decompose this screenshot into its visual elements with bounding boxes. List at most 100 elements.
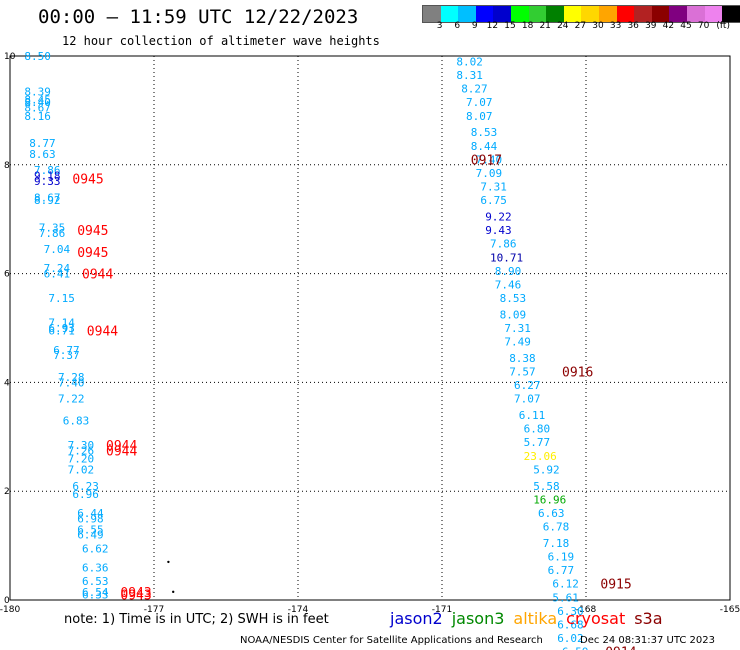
colorbar-swatch [598,6,617,22]
y-tick-label: 2 [4,487,10,497]
chart-subtitle: 12 hour collection of altimeter wave hei… [62,34,380,48]
colorbar-swatch [546,6,564,22]
wave-height-label: 7.31 [504,322,531,335]
satellite-legend-item: cryosat [566,609,626,628]
wave-height-label: 6.54 [82,586,109,599]
wave-height-label: 6.11 [519,409,546,422]
x-tick-label: -168 [576,605,597,615]
colorbar-label: 24 [557,21,569,31]
wave-height-label: 6.27 [514,379,541,392]
wave-height-label: 8.09 [500,308,526,321]
wave-height-label: 6.30 [557,605,584,618]
x-tick-label: -165 [720,605,740,615]
wave-height-label: 7.15 [48,292,75,305]
wave-height-label: 8.45 [24,94,51,107]
colorbar-label: 70 [697,21,710,31]
wave-height-label: 6.36 [82,561,109,574]
colorbar-label: 15 [504,21,516,31]
wave-height-label: 6.23 [72,480,99,493]
wave-height-label: 6.98 [77,512,104,525]
wave-height-label: 6.80 [524,423,551,436]
wave-height-label: 6.19 [548,550,575,563]
pass-time-label: 0945 [77,224,108,239]
wave-height-label: 7.26 [68,444,95,457]
colorbar [422,5,740,23]
wave-height-label: 8.07 [466,110,493,123]
data-point [172,590,175,594]
pass-time-label: 0917 [471,153,502,168]
wave-height-label: 7.31 [480,181,507,194]
satellite-legend-item: s3a [634,609,663,628]
wave-height-label: 8.40 [24,96,51,109]
wave-height-label: 23.06 [524,450,557,463]
colorbar-swatch [423,6,441,22]
wave-height-label: 6.93 [48,322,75,335]
wave-height-label: 6.02 [557,632,584,645]
wave-height-label: 7.22 [58,393,85,406]
x-tick-label: -180 [0,605,20,615]
wave-height-label: 7.35 [39,221,66,234]
wave-height-label: 8.02 [456,55,483,68]
y-tick-label: 10 [4,52,16,62]
wave-height-label: 5.77 [524,436,551,449]
wave-height-label: 8.16 [24,110,51,123]
wave-height-label: 7.46 [495,278,522,291]
wave-height-label: 7.86 [490,238,517,251]
wave-height-label: 8.27 [461,83,488,96]
wave-height-label: 6.55 [77,523,104,536]
wave-height-label: 8.67 [34,191,61,204]
colorbar-swatch [616,6,635,22]
colorbar-label: 45 [680,21,692,31]
wave-height-label: 6.59 [562,646,589,650]
wave-height-label: 7.40 [58,376,85,389]
wave-height-label: 10.71 [490,251,523,264]
colorbar-label: 18 [521,21,534,31]
wave-height-label: 7.28 [58,371,85,384]
colorbar-swatch [634,6,652,22]
wave-height-label: 7.40 [476,153,503,166]
pass-time-label: 0944 [82,268,113,283]
wave-height-label: 6.63 [538,507,565,520]
footer-timestamp: Dec 24 08:31:37 UTC 2023 [580,635,715,646]
wave-height-label: 6.68 [557,618,584,631]
wave-height-label: 16.96 [533,493,566,506]
satellite-legend-item: jason2 [390,609,443,628]
wave-height-label: 7.02 [68,463,95,476]
pass-time-label: 0916 [562,366,593,381]
wave-height-label: 6.41 [44,268,71,281]
colorbar-swatch [440,6,459,22]
wave-height-label: 6.75 [480,194,507,207]
wave-height-label: 8.53 [471,126,498,139]
colorbar-swatch [510,6,529,22]
satellite-legend-item: jason3 [451,609,505,628]
wave-height-label: 8.53 [500,292,526,305]
colorbar-label: 30 [592,21,604,31]
colorbar-label: 3 [436,21,443,31]
wave-height-label: 6.83 [63,414,90,427]
wave-height-label: 9.33 [34,175,61,188]
colorbar-swatch [563,6,582,22]
pass-time-label: 0944 [106,439,137,454]
colorbar-label: 12 [486,21,499,31]
plot-frame [9,55,731,601]
y-tick-label: 4 [4,378,10,388]
wave-height-label: 8.39 [24,85,51,98]
wave-height-label: 7.37 [53,349,79,362]
footer-credit: NOAA/NESDIS Center for Satellite Applica… [240,635,543,646]
colorbar-label: 36 [627,21,639,31]
satellite-legend: jason2 jason3 altika cryosat s3a [390,609,672,628]
wave-height-label: 8.50 [24,50,51,63]
wave-height-label: 6.12 [552,578,579,591]
wave-height-label: 6.96 [72,488,99,501]
pass-time-label: 0944 [87,325,118,340]
wave-height-label: 8.63 [29,148,56,161]
pass-time-label: 0944 [106,444,137,459]
colorbar-swatch [581,6,599,22]
colorbar-label: 42 [662,21,675,31]
colorbar-label: 21 [539,21,551,31]
wave-height-label: 5.61 [552,591,579,604]
colorbar-label: (ft) [716,21,730,31]
wave-height-label: 7.04 [44,243,71,256]
wave-height-label: 8.38 [509,352,536,365]
x-tick-label: -174 [288,605,309,615]
